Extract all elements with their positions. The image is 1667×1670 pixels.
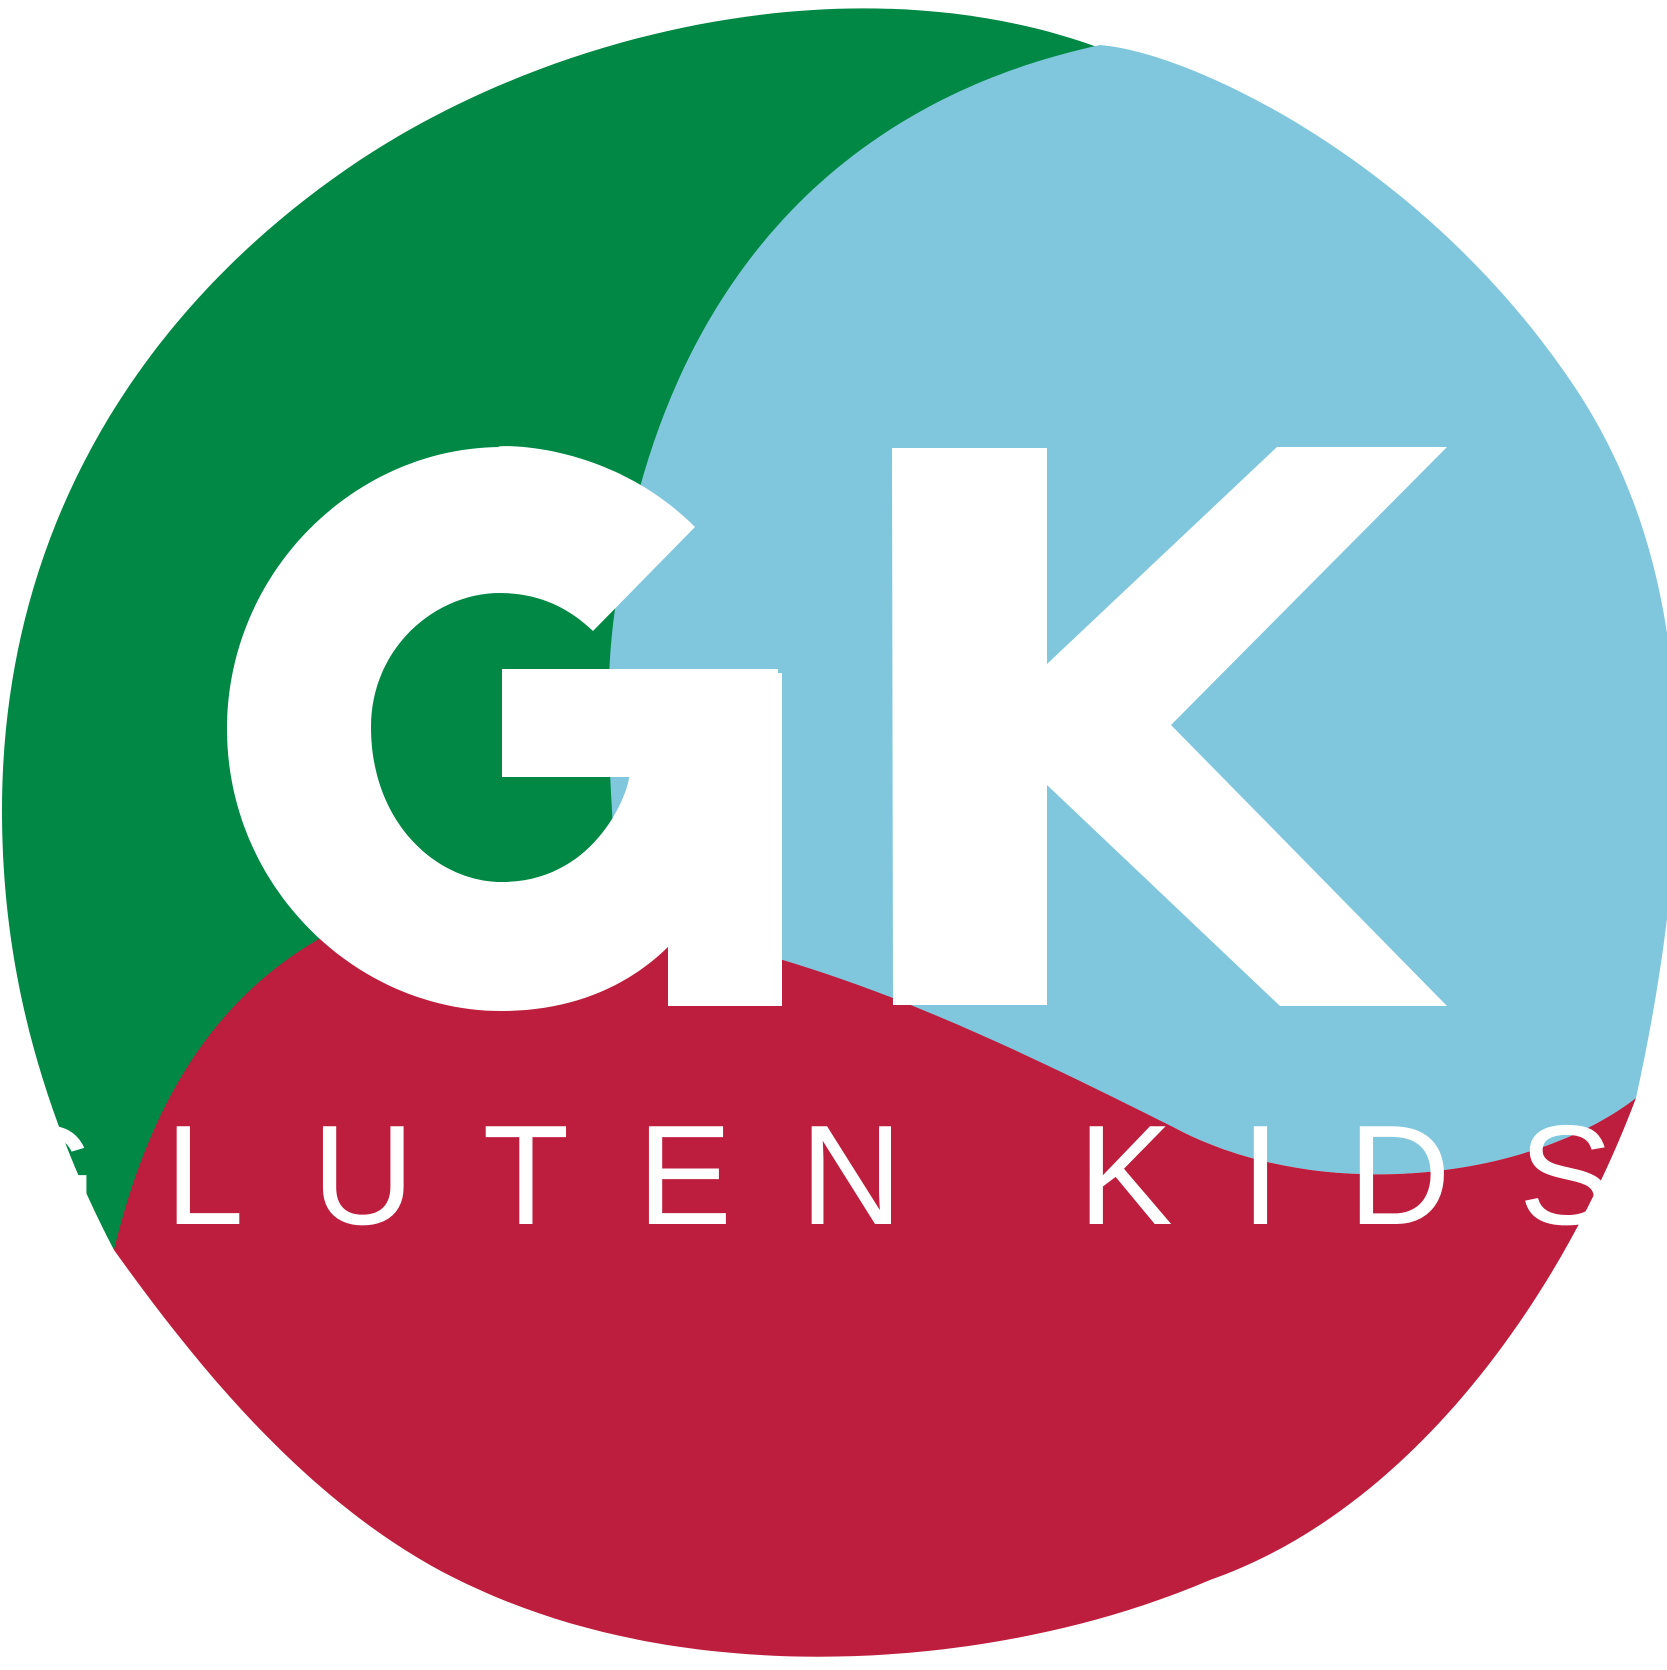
letter-g <box>227 446 782 1011</box>
red-segment <box>114 909 1636 1657</box>
letter-k <box>892 447 1447 1006</box>
tagline-text: GLUTEN KIDS <box>0 1096 1667 1255</box>
